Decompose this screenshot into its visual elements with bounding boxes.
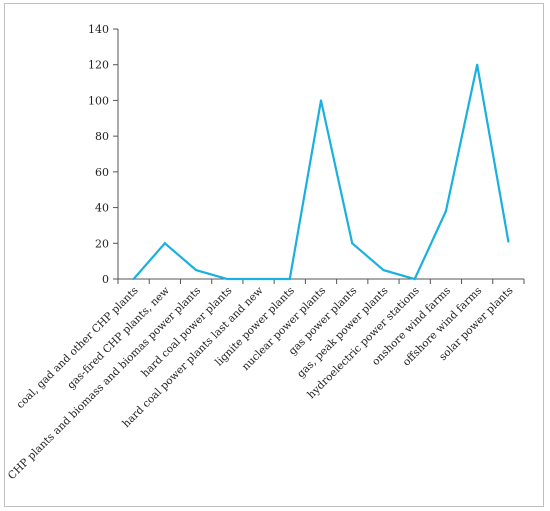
y-tick-label: 100: [88, 94, 109, 107]
data-point: [413, 277, 416, 281]
data-point: [351, 242, 354, 245]
data-point: [288, 277, 291, 281]
y-tick-label: 120: [88, 59, 109, 72]
y-axis-ticks: 0 20 40 60 80 100 120 140: [88, 23, 118, 286]
y-tick-label: 40: [95, 202, 109, 215]
y-tick-label: 80: [95, 130, 109, 143]
data-point: [476, 63, 479, 66]
x-axis-ticks: coal, gad and other CHP plantsgas-fired …: [6, 279, 525, 482]
y-tick-label: 0: [102, 273, 109, 286]
axes: [117, 29, 524, 280]
chart-frame: [4, 3, 544, 507]
data-point: [226, 277, 229, 281]
data-point: [507, 240, 510, 243]
y-tick-label: 60: [95, 166, 109, 179]
y-tick-label: 20: [95, 237, 109, 250]
series-group: [132, 63, 510, 281]
data-point: [194, 268, 198, 272]
data-point: [163, 242, 166, 245]
series-line: [132, 64, 510, 281]
data-point: [132, 277, 135, 281]
data-point: [257, 277, 260, 281]
data-point: [382, 268, 385, 272]
x-tick-label: coal, gad and other CHP plants: [14, 285, 140, 411]
data-point: [444, 210, 448, 213]
y-tick-label: 140: [88, 23, 109, 36]
data-point: [319, 99, 323, 102]
